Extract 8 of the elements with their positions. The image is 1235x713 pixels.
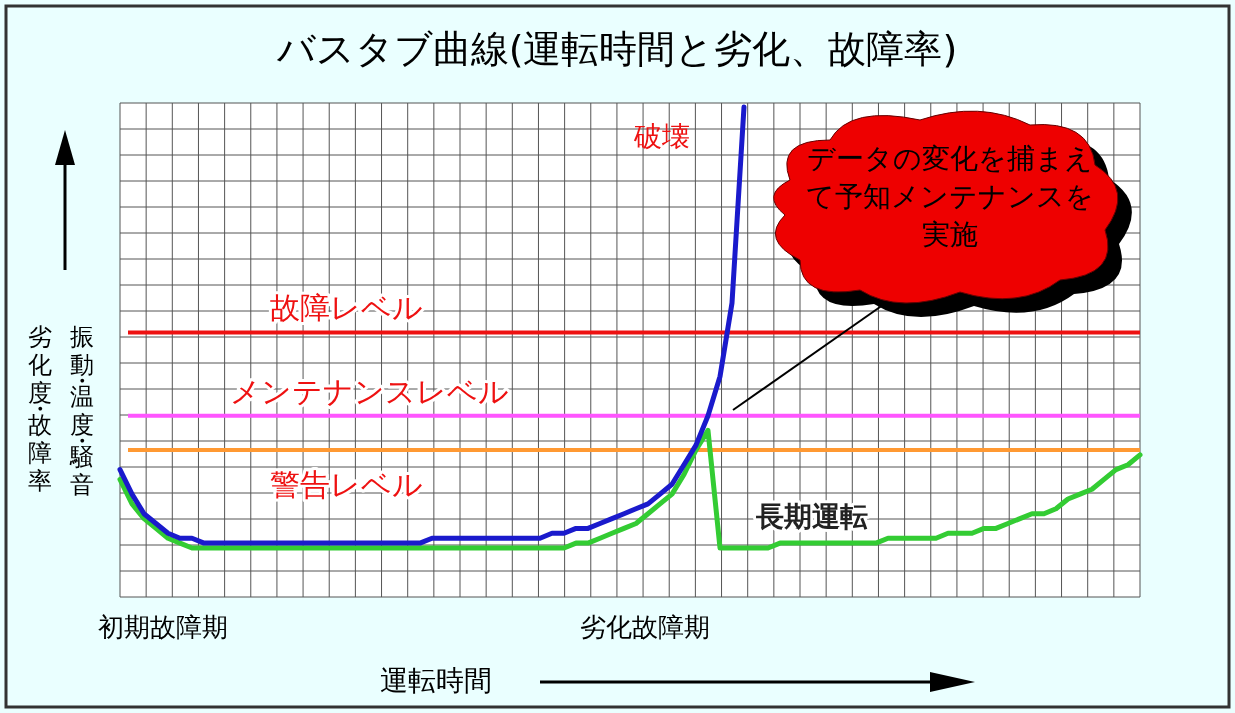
text: 初期故障期: [98, 612, 228, 642]
x-axis-title: 運転時間: [380, 664, 492, 697]
text: 劣化故障期: [580, 612, 710, 642]
y-axis-title: 劣化度・故障率: [28, 323, 52, 495]
text: 振動・温度・騒音: [69, 323, 94, 499]
chart-title: バスタブ曲線(運転時間と劣化、故障率): [275, 27, 958, 71]
annotation: 破壊: [633, 120, 690, 153]
annotation: データの変化を捕まえて予知メンテナンスを実施: [805, 141, 1095, 253]
